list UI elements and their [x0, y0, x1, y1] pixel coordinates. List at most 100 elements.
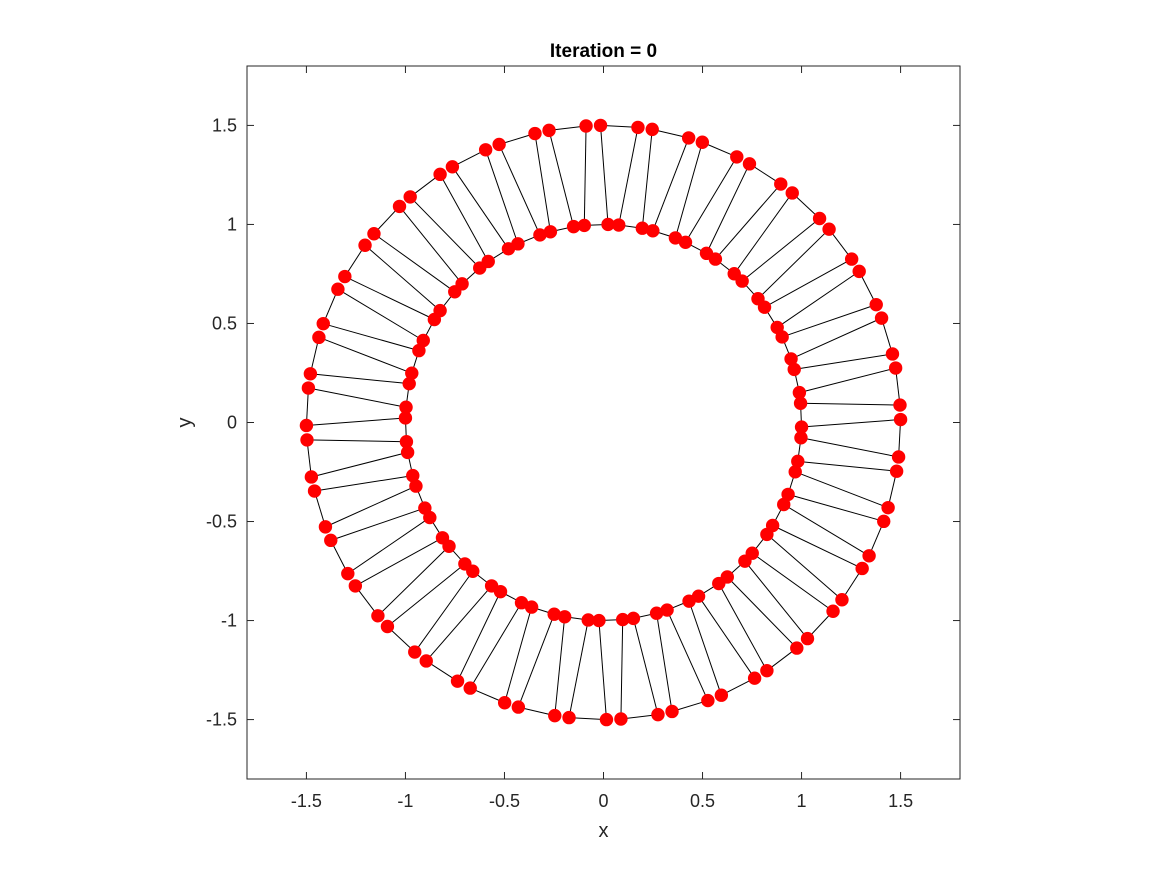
- data-point: [581, 613, 595, 627]
- data-point: [794, 431, 808, 445]
- chain-segment: [325, 485, 417, 528]
- data-point: [601, 217, 615, 232]
- data-point: [312, 330, 326, 345]
- data-point: [645, 122, 659, 137]
- data-point: [760, 527, 774, 542]
- data-point: [874, 311, 889, 325]
- data-point: [869, 297, 883, 312]
- data-point: [877, 514, 891, 529]
- data-point: [371, 609, 385, 623]
- data-point: [548, 708, 562, 723]
- chain-segment: [310, 373, 410, 385]
- data-point: [885, 347, 900, 361]
- data-point: [888, 361, 903, 375]
- chain-segment: [772, 525, 863, 569]
- y-tick-label: -1: [221, 611, 237, 631]
- chain-segment: [799, 367, 896, 394]
- chain-segment: [790, 317, 882, 360]
- ticks: -1.5 -1 -0.5 0 0.5 1 1.5 -1.5 -1 -0.5 0 0.5 1 1.5: [206, 66, 960, 811]
- plot-title: Iteration = 0: [550, 41, 657, 62]
- data-point: [445, 160, 460, 174]
- chain-segment: [387, 563, 466, 627]
- chain-segment: [783, 504, 870, 557]
- data-point: [760, 663, 774, 678]
- data-point: [757, 300, 772, 314]
- data-point: [458, 557, 472, 571]
- y-axis-title: y: [174, 418, 196, 428]
- data-point: [478, 143, 493, 157]
- data-point: [514, 596, 529, 610]
- data-point: [435, 531, 450, 545]
- data-point: [893, 412, 908, 427]
- data-point: [682, 594, 696, 608]
- chain-segment: [439, 174, 489, 262]
- chain-segment: [344, 276, 435, 320]
- chain-segment: [718, 583, 768, 671]
- chain-segment: [583, 126, 587, 226]
- chain-segment: [318, 336, 412, 374]
- chain-segment: [706, 163, 750, 254]
- chain-segment: [800, 437, 899, 458]
- chain-segment: [801, 419, 901, 428]
- x-tick-label: 0.5: [690, 791, 715, 811]
- chain-segment: [656, 613, 673, 712]
- data-point: [742, 157, 757, 171]
- data-point: [299, 418, 314, 433]
- data-point: [338, 269, 352, 284]
- chain-segment: [554, 616, 566, 716]
- chain-segment: [409, 196, 481, 269]
- chain-segment: [641, 129, 653, 229]
- x-tick-label: -0.5: [489, 791, 520, 811]
- data-point: [891, 450, 906, 464]
- data-point: [450, 674, 465, 688]
- chain-segment: [794, 353, 893, 370]
- data-point: [599, 712, 614, 727]
- data-point: [614, 712, 628, 726]
- x-tick-label: 1: [797, 791, 807, 811]
- y-tick-label: 0.5: [212, 313, 237, 333]
- data-point: [511, 700, 526, 714]
- chain-segment: [534, 133, 551, 232]
- chain-segment: [781, 304, 877, 338]
- chain-segment: [451, 166, 509, 250]
- data-point: [712, 576, 726, 591]
- data-point: [714, 688, 729, 702]
- data-point: [852, 264, 866, 279]
- chain-segment: [330, 507, 426, 541]
- data-point: [881, 500, 895, 515]
- data-point: [835, 593, 849, 607]
- chain-segment: [688, 600, 722, 696]
- chain-segment: [674, 142, 703, 239]
- chain-segment: [666, 609, 709, 701]
- data-point: [331, 282, 345, 296]
- data-point: [542, 123, 556, 138]
- data-point: [399, 400, 413, 414]
- data-point: [408, 645, 422, 659]
- data-point: [889, 464, 904, 478]
- data-point: [301, 381, 316, 395]
- data-point: [492, 137, 506, 152]
- data-point: [812, 211, 827, 226]
- data-point: [800, 631, 815, 646]
- chain-segment: [620, 619, 624, 719]
- data-point: [787, 362, 801, 377]
- data-point: [777, 497, 791, 512]
- data-point: [855, 561, 869, 576]
- data-point: [695, 135, 710, 149]
- chain-segment: [744, 560, 808, 639]
- data-point: [678, 235, 693, 249]
- data-point: [419, 654, 433, 668]
- data-point: [463, 681, 477, 695]
- data-point: [304, 470, 319, 484]
- data-point: [497, 696, 512, 710]
- chain-segment: [757, 228, 830, 300]
- y-tick-label: 0: [227, 413, 237, 433]
- chain-segment: [314, 475, 413, 492]
- data-point: [774, 177, 788, 191]
- data-point: [579, 119, 593, 133]
- data-point: [735, 274, 749, 288]
- data-point: [651, 707, 665, 722]
- x-tick-label: -1.5: [291, 791, 322, 811]
- data-point: [646, 224, 660, 238]
- x-tick-label: 0: [598, 791, 608, 811]
